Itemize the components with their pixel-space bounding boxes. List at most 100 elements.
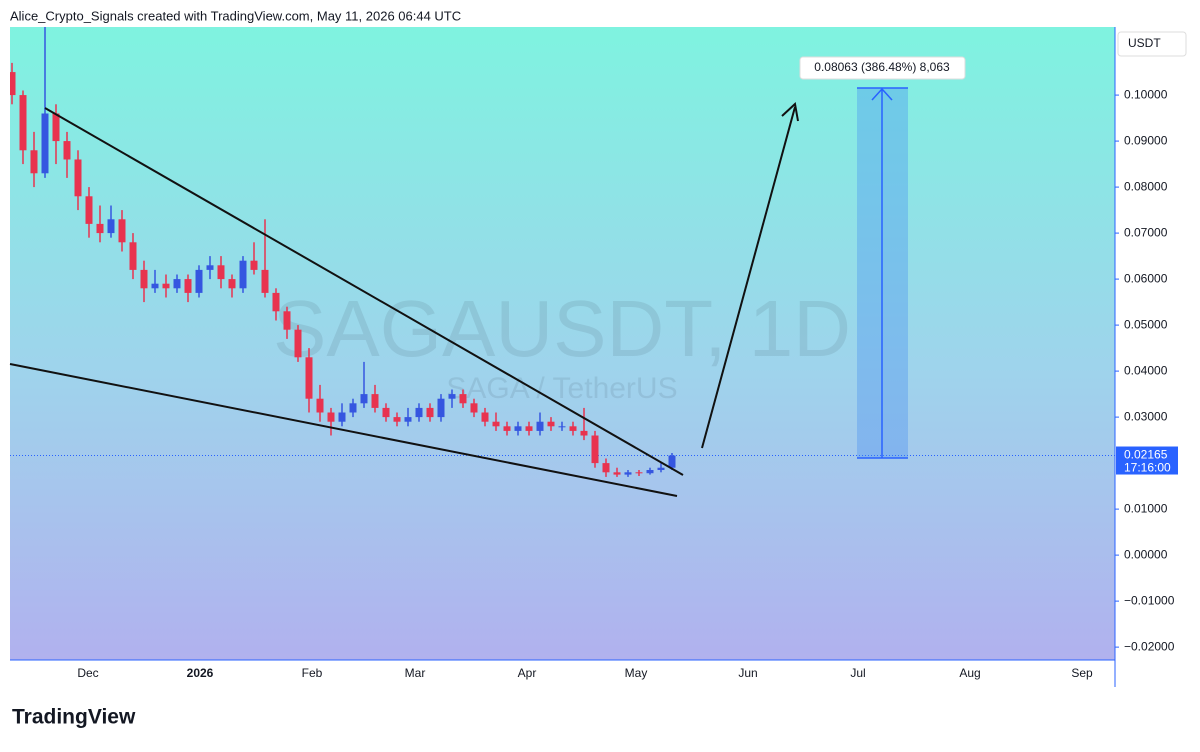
y-tick-label: 0.09000	[1124, 133, 1168, 147]
candle-body	[228, 279, 236, 289]
candle-body	[448, 394, 456, 399]
y-axis-label: USDT	[1128, 36, 1161, 50]
candle-body	[415, 407, 423, 418]
candle-body	[580, 430, 588, 436]
candle-body	[624, 472, 632, 475]
x-tick-label: Feb	[302, 666, 323, 680]
candle-body	[261, 269, 269, 293]
candle-body	[426, 407, 434, 418]
candle-body	[613, 472, 621, 475]
candle-body	[558, 426, 566, 428]
candle-body	[525, 426, 533, 431]
header: Alice_Crypto_Signals created with Tradin…	[10, 8, 461, 23]
candle-body	[492, 421, 500, 427]
candle-body	[459, 394, 467, 404]
drawings	[9, 102, 799, 497]
measure-label: 0.08063 (386.48%) 8,063	[814, 60, 950, 74]
candle-body	[250, 260, 258, 270]
candle-body	[360, 394, 368, 404]
x-tick-label: Dec	[77, 666, 98, 680]
candle-body	[184, 279, 192, 293]
target-arrow	[701, 106, 796, 449]
candle-body	[547, 421, 555, 427]
y-tick-label: 0.06000	[1124, 271, 1168, 285]
candle-body	[349, 403, 357, 413]
price-countdown: 17:16:00	[1124, 461, 1171, 475]
candle-body	[536, 421, 544, 431]
candle-body	[481, 412, 489, 422]
y-tick-label: 0.07000	[1124, 225, 1168, 239]
y-tick-label: 0.05000	[1124, 317, 1168, 331]
currency-badge	[1117, 31, 1187, 57]
price-badge	[1116, 446, 1178, 475]
candle-body	[338, 412, 346, 422]
x-tick-label: Aug	[959, 666, 980, 680]
candle-body	[294, 329, 302, 358]
x-tick-label: Jul	[850, 666, 865, 680]
watermark-subtitle: SAGA / TetherUS	[446, 372, 677, 405]
candle-body	[217, 265, 225, 280]
candle-body	[107, 219, 115, 234]
candle-body	[382, 407, 390, 418]
candle-body	[30, 150, 38, 174]
trendline	[44, 107, 684, 476]
measure-tooltip	[799, 56, 966, 80]
y-tick-label: 0.03000	[1124, 409, 1168, 423]
x-tick-label: Apr	[518, 666, 537, 680]
candle-body	[503, 426, 511, 431]
y-tick-label: 0.04000	[1124, 363, 1168, 377]
candle-body	[19, 95, 27, 151]
candle-body	[272, 292, 280, 312]
candle-body	[41, 113, 49, 174]
candle-body	[10, 72, 16, 96]
candle-body	[239, 260, 247, 289]
plot-area	[10, 27, 1115, 660]
candle-body	[437, 398, 445, 418]
candle-body	[195, 269, 203, 293]
y-tick-label: 0.00000	[1124, 547, 1168, 561]
candle-body	[63, 141, 71, 160]
candle-body	[151, 283, 159, 289]
candle-body	[52, 113, 60, 142]
measure-arrow	[857, 87, 908, 459]
candle-body	[635, 472, 643, 474]
candle-body	[173, 279, 181, 289]
x-tick-label: Sep	[1071, 666, 1093, 680]
candle-body	[316, 398, 324, 413]
candle-body	[74, 159, 82, 197]
candle-body	[657, 467, 665, 471]
candle-body	[602, 463, 610, 473]
x-tick-label: 2026	[187, 666, 214, 680]
candle-body	[206, 265, 214, 270]
arrow-head	[781, 102, 799, 122]
candle-body	[140, 269, 148, 289]
candle-body	[393, 417, 401, 422]
candle-body	[371, 394, 379, 408]
trendline	[9, 363, 678, 497]
y-tick-label: −0.01000	[1124, 593, 1175, 607]
logo: TradingView	[12, 706, 136, 729]
y-tick-label: −0.02000	[1124, 639, 1175, 653]
watermark: SAGAUSDT, 1D	[273, 284, 851, 373]
plot	[10, 27, 1115, 477]
candle-body	[85, 196, 93, 224]
candle-body	[305, 357, 313, 399]
candle-body	[283, 311, 291, 330]
y-tick-label: 0.08000	[1124, 179, 1168, 193]
y-axis-area	[1115, 27, 1200, 687]
candle-body	[668, 455, 676, 468]
candle-body	[118, 219, 126, 243]
x-tick-label: Mar	[405, 666, 426, 680]
candle-body	[96, 223, 104, 234]
x-tick-label: May	[625, 666, 648, 680]
price-label: 0.02165	[1124, 448, 1168, 462]
x-tick-label: Jun	[738, 666, 757, 680]
candle-body	[514, 426, 522, 431]
candle-body	[327, 412, 335, 422]
candle-body	[646, 470, 654, 474]
candle-body	[162, 283, 170, 289]
candle-body	[569, 426, 577, 431]
candle-body	[129, 242, 137, 270]
